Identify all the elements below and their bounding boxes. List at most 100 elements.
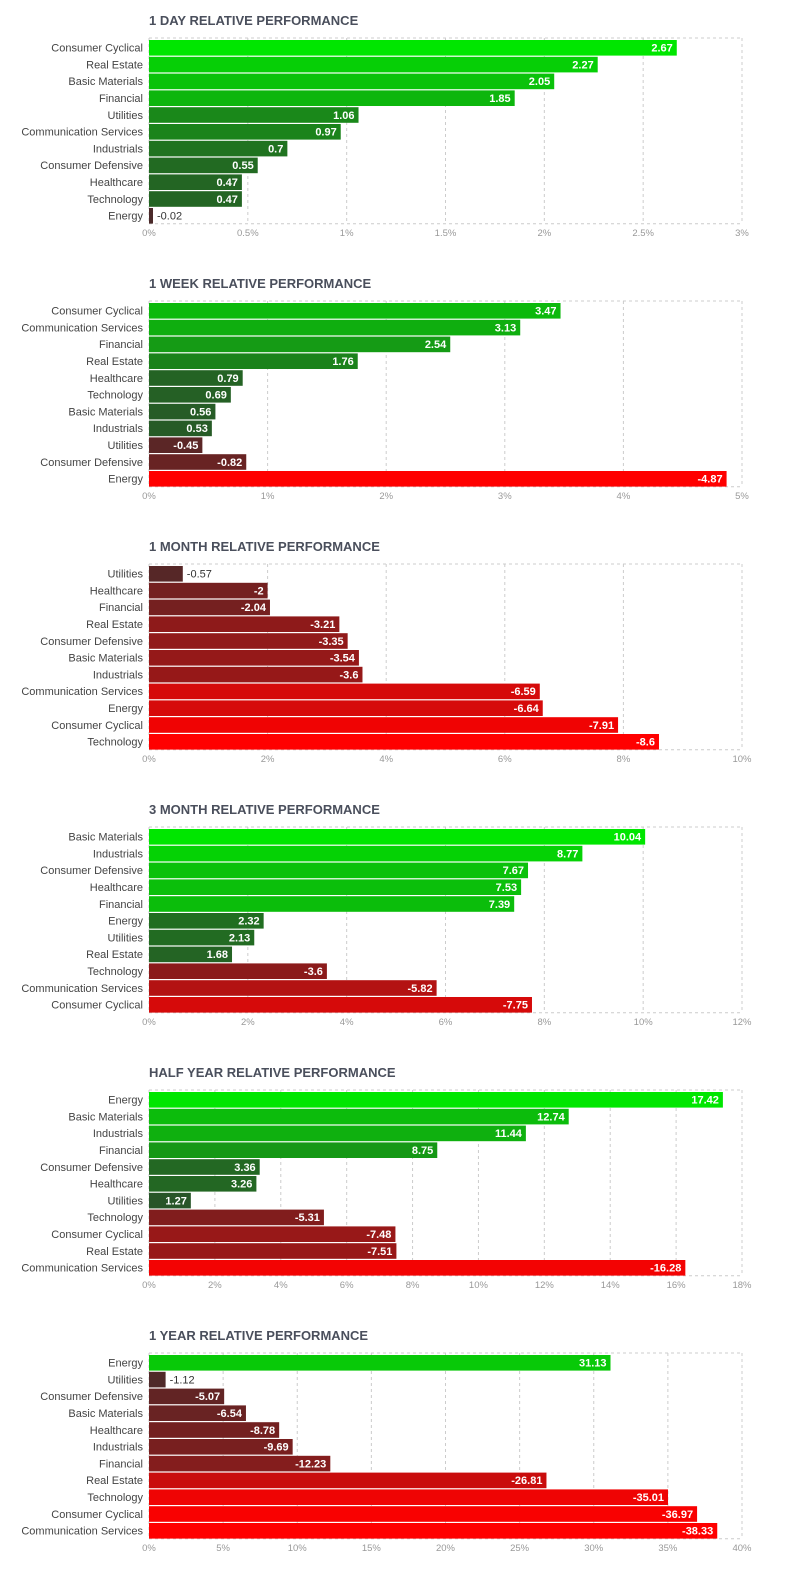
bar-value-label: 3.36: [234, 1162, 255, 1174]
bar: [149, 353, 358, 369]
bar-value-label: -7.51: [367, 1246, 392, 1258]
category-label: Financial: [99, 339, 143, 351]
bar: [149, 124, 341, 140]
bar: [149, 73, 555, 90]
x-tick-label: 30%: [584, 1543, 604, 1554]
bar-value-label: -2.04: [241, 602, 267, 614]
category-label: Technology: [87, 390, 143, 402]
category-label: Real Estate: [86, 1246, 143, 1258]
bar: [149, 1355, 611, 1371]
bar: [149, 582, 268, 599]
bar-value-label: 7.53: [496, 882, 517, 894]
bar: [149, 1125, 526, 1142]
bar-value-label: 17.42: [691, 1095, 719, 1107]
category-label: Technology: [87, 1492, 143, 1504]
bar-value-label: -3.54: [330, 653, 356, 665]
bar-value-label: -0.45: [173, 440, 198, 452]
bar-value-label: -26.81: [511, 1475, 542, 1487]
bar: [149, 1439, 293, 1455]
bar: [149, 1192, 191, 1209]
category-label: Technology: [87, 194, 143, 206]
category-label: Consumer Cyclical: [51, 1229, 143, 1241]
bar-value-label: -3.6: [340, 669, 359, 681]
category-label: Consumer Defensive: [40, 160, 143, 172]
category-label: Consumer Cyclical: [51, 720, 143, 732]
bar-value-label: 0.69: [205, 390, 226, 402]
x-tick-label: 2%: [261, 754, 275, 765]
chart-title: 1 WEEK RELATIVE PERFORMANCE: [149, 276, 372, 291]
bar-value-label: 0.53: [186, 423, 207, 435]
category-label: Communication Services: [21, 127, 143, 139]
bar: [149, 734, 659, 750]
bar-value-label: 0.79: [217, 373, 238, 385]
x-tick-label: 3%: [498, 491, 512, 502]
category-label: Financial: [99, 602, 143, 614]
bar-value-label: 3.26: [231, 1179, 252, 1191]
category-label: Consumer Cyclical: [51, 306, 143, 318]
bar-value-label: 11.44: [495, 1128, 523, 1140]
category-label: Real Estate: [86, 949, 143, 961]
bar-value-label: 7.67: [503, 865, 524, 877]
x-tick-label: 2%: [537, 228, 551, 239]
x-tick-label: 0%: [142, 1280, 156, 1291]
x-tick-label: 0%: [142, 1543, 156, 1554]
bar-value-label: 1.06: [333, 110, 354, 122]
bar: [149, 56, 598, 73]
category-label: Industrials: [93, 143, 144, 155]
bar: [149, 1506, 698, 1522]
bar-value-label: -1.12: [170, 1374, 195, 1386]
category-label: Energy: [108, 211, 143, 223]
category-label: Communication Services: [21, 322, 143, 334]
category-label: Energy: [108, 703, 143, 715]
bar: [149, 174, 242, 190]
x-tick-label: 12%: [535, 1280, 555, 1291]
bar: [149, 997, 532, 1013]
bar-value-label: 10.04: [614, 832, 642, 844]
bar-value-label: 0.55: [232, 160, 253, 172]
x-tick-label: 4%: [340, 1017, 354, 1028]
bar: [149, 1092, 723, 1108]
bar-value-label: -3.35: [319, 636, 344, 648]
category-label: Real Estate: [86, 59, 143, 71]
bar: [149, 1260, 686, 1276]
bar-value-label: 0.7: [268, 143, 283, 155]
category-label: Utilities: [108, 932, 144, 944]
x-tick-label: 16%: [667, 1280, 687, 1291]
x-tick-label: 25%: [510, 1543, 530, 1554]
category-label: Energy: [108, 916, 143, 928]
category-label: Healthcare: [90, 373, 143, 385]
category-label: Consumer Defensive: [40, 636, 143, 648]
category-label: Utilities: [108, 110, 144, 122]
bar: [149, 1489, 669, 1505]
bar-value-label: 2.54: [425, 339, 447, 351]
bar: [149, 829, 646, 845]
x-tick-label: 1%: [261, 491, 275, 502]
x-tick-label: 3%: [735, 228, 749, 239]
bar-value-label: -3.6: [304, 966, 323, 978]
category-label: Energy: [108, 1095, 143, 1107]
bar-value-label: -7.48: [366, 1229, 391, 1241]
bar: [149, 1523, 718, 1539]
bar: [149, 913, 264, 929]
category-label: Consumer Defensive: [40, 1391, 143, 1403]
category-label: Communication Services: [21, 1263, 143, 1275]
chart-1: 1 DAY RELATIVE PERFORMANCE 0% 0.5% 1% 1.5% 2%…: [21, 13, 749, 239]
bar-value-label: 2.32: [238, 916, 259, 928]
category-label: Basic Materials: [68, 76, 143, 88]
bar-value-label: 1.27: [165, 1195, 186, 1207]
x-tick-label: 10%: [288, 1543, 308, 1554]
chart-4: 3 MONTH RELATIVE PERFORMANCE 0% 2% 4% 6% 8% 10…: [21, 802, 752, 1028]
bar: [149, 1108, 569, 1125]
x-tick-label: 0.5%: [237, 228, 259, 239]
chart-3: 1 MONTH RELATIVE PERFORMANCE 0% 2% 4% 6% 8% 10…: [21, 539, 752, 765]
bar-value-label: -8.6: [636, 737, 655, 749]
bar: [149, 1176, 257, 1192]
chart-title: 1 MONTH RELATIVE PERFORMANCE: [149, 539, 380, 554]
bar: [149, 1455, 331, 1472]
x-tick-label: 1%: [340, 228, 354, 239]
x-tick-label: 8%: [537, 1017, 551, 1028]
x-tick-label: 5%: [735, 491, 749, 502]
category-label: Utilities: [108, 1195, 144, 1207]
bar-value-label: -5.31: [295, 1212, 320, 1224]
bar: [149, 1472, 547, 1489]
